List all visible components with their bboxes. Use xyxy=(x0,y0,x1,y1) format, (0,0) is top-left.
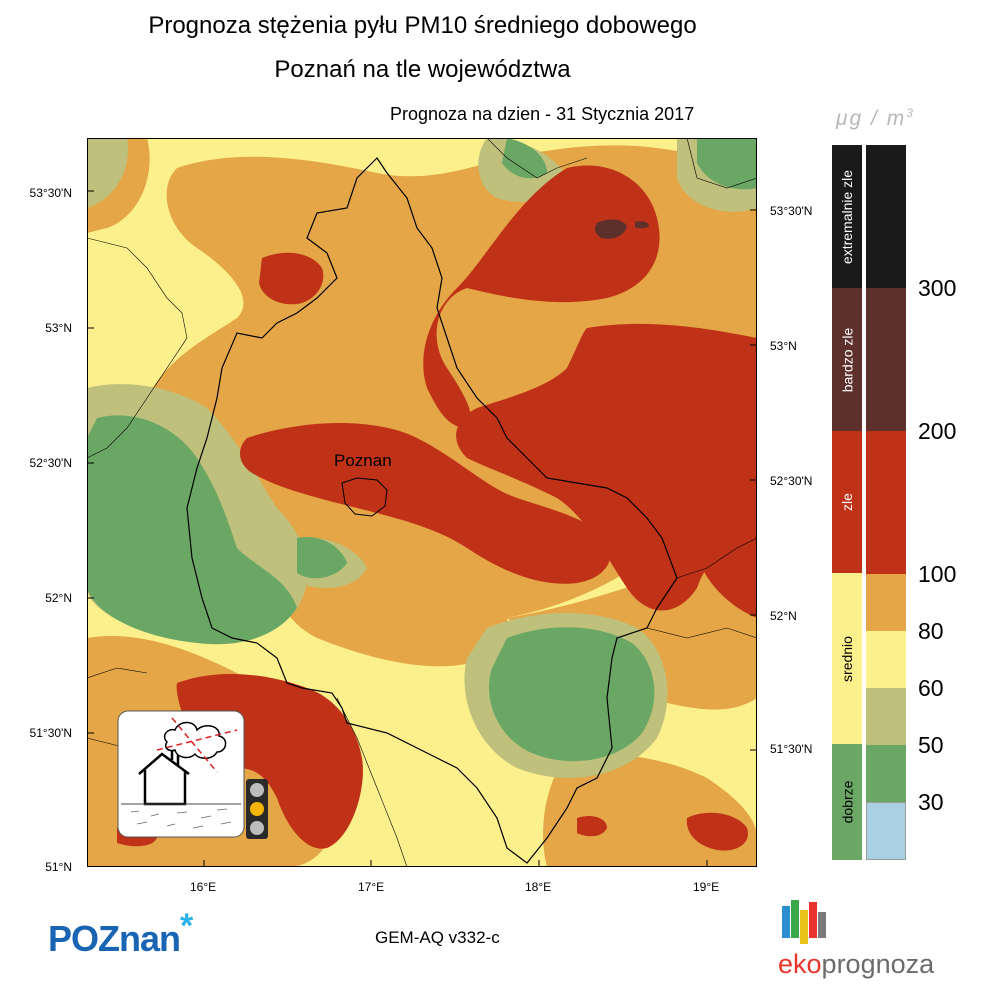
legend-swatch xyxy=(866,688,906,745)
lat-label-left: 53°30'N xyxy=(29,186,72,200)
legend-swatch xyxy=(866,574,906,631)
legend-tick-label: 30 xyxy=(918,789,944,815)
legend-category: srednio xyxy=(832,573,862,744)
forecast-date: Prognoza na dzien - 31 Stycznia 2017 xyxy=(390,104,695,124)
ekoprognoza-bars-icon xyxy=(782,900,826,944)
lat-label-right: 53°30'N xyxy=(770,204,813,218)
brown-zone xyxy=(594,219,649,239)
country-border xyxy=(87,237,188,459)
lat-label-left: 51°30'N xyxy=(29,726,72,740)
lon-label: 16°E xyxy=(190,880,217,894)
lon-label: 18°E xyxy=(525,880,552,894)
lat-label-left: 53°N xyxy=(45,321,72,335)
lat-label-left: 52°30'N xyxy=(29,456,72,470)
poznan-city-outline xyxy=(341,477,388,517)
lon-label: 19°E xyxy=(693,880,720,894)
ekoprognoza-logo: ekoprognoza xyxy=(778,949,935,979)
legend-tick-label: 50 xyxy=(918,732,944,758)
lat-label-right: 53°N xyxy=(770,339,797,353)
units-label: μg / m3 xyxy=(836,106,915,130)
map-subtitle: Poznań na tle województwa xyxy=(274,56,571,83)
legend-swatch xyxy=(866,145,906,288)
map-title: Prognoza stężenia pyłu PM10 średniego do… xyxy=(148,12,697,39)
green-zones xyxy=(87,138,757,762)
legend-tick-label: 200 xyxy=(918,418,957,444)
model-version: GEM-AQ v332-c xyxy=(375,928,500,947)
legend-category: zle xyxy=(832,431,862,573)
legend-swatch xyxy=(866,288,906,431)
legend-tick-label: 100 xyxy=(918,561,957,587)
legend-tick-label: 300 xyxy=(918,275,957,301)
lat-label-right: 52°N xyxy=(770,609,797,623)
legend-swatch xyxy=(866,431,906,574)
legend-swatch xyxy=(866,802,906,860)
pm10-forecast-map: Poznan xyxy=(87,138,757,867)
legend-swatch xyxy=(866,631,906,688)
lat-label-right: 51°30'N xyxy=(770,742,813,756)
legend-scale-strip xyxy=(866,145,906,860)
poznan-logo: POZnan* xyxy=(48,907,193,959)
lat-label-left: 51°N xyxy=(45,860,72,874)
legend-swatch xyxy=(866,745,906,802)
lat-label-right: 52°30'N xyxy=(770,474,813,488)
lat-label-left: 52°N xyxy=(45,591,72,605)
legend-category: dobrze xyxy=(832,744,862,860)
legend-category-strip: extremalnie zle bardzo zle zle srednio d… xyxy=(832,145,862,860)
traffic-light-icon xyxy=(246,779,268,839)
legend-category: extremalnie zle xyxy=(832,145,862,288)
province-border xyxy=(186,157,678,864)
lon-label: 17°E xyxy=(358,880,385,894)
legend-tick-label: 80 xyxy=(918,618,944,644)
city-label-poznan: Poznan xyxy=(334,451,392,470)
legend-category: bardzo zle xyxy=(832,288,862,431)
legend-tick-label: 60 xyxy=(918,675,944,701)
smog-house-icon xyxy=(117,710,245,838)
frame-ticks xyxy=(87,190,757,867)
